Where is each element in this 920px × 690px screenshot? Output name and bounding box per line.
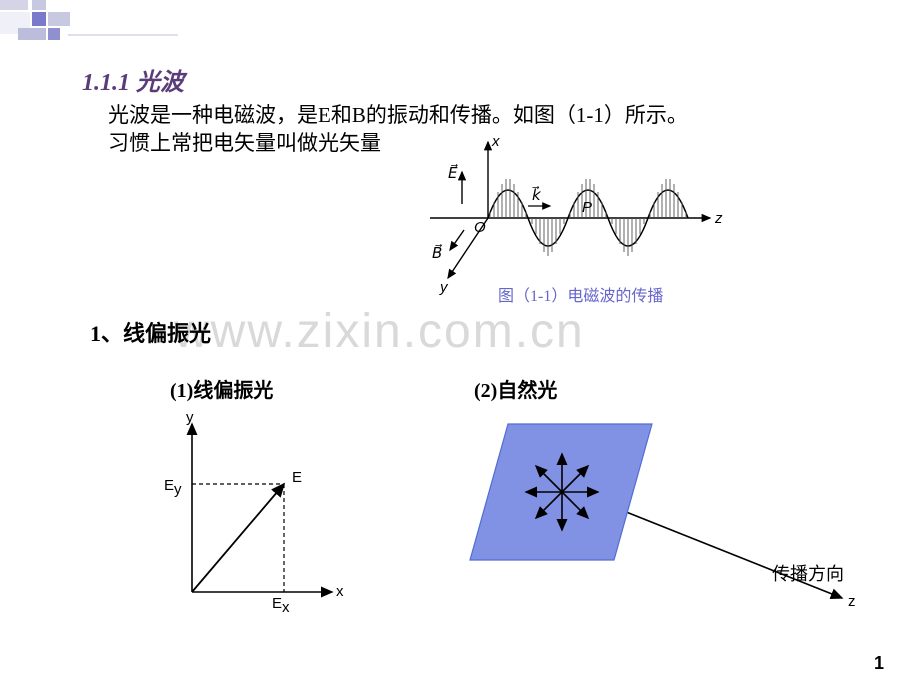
watermark: www.zixin.com.cn — [174, 304, 585, 359]
svg-text:z: z — [714, 210, 723, 227]
svg-text:O: O — [474, 219, 486, 236]
svg-text:P: P — [582, 199, 592, 216]
section-title: 1.1.1 光波 — [82, 62, 184, 97]
propagation-label: 传播方向 — [772, 564, 844, 584]
svg-text:x: x — [491, 133, 500, 150]
svg-text:k⃗: k⃗ — [531, 185, 542, 204]
em-wave-diagram: z x y O E⃗ B⃗ k⃗ P — [410, 132, 725, 300]
z-axis-label: z — [848, 593, 856, 610]
svg-text:y: y — [174, 481, 182, 498]
sublabel-1: (1)线偏振光 — [170, 374, 273, 403]
y-axis-label: y — [186, 412, 194, 426]
linear-polarization-diagram: y x E E y E x — [144, 412, 344, 622]
E-label: E — [292, 469, 302, 486]
sublabel-2: (2)自然光 — [474, 374, 557, 403]
corner-decoration — [0, 0, 180, 45]
subheading-linear-polarized: 1、线偏振光 — [90, 316, 211, 348]
svg-text:x: x — [282, 599, 290, 616]
svg-text:E⃗: E⃗ — [448, 163, 458, 182]
paragraph-line1: 光波是一种电磁波，是E和B的振动和传播。如图（1-1）所示。 — [108, 100, 688, 132]
svg-text:B⃗: B⃗ — [432, 243, 442, 262]
x-axis-label: x — [336, 583, 344, 600]
page-number: 1 — [874, 653, 884, 674]
Ey-label: E — [164, 477, 174, 494]
paragraph-line2: 习惯上常把电矢量叫做光矢量 — [108, 128, 381, 160]
svg-text:y: y — [439, 279, 449, 296]
Ex-label: E — [272, 595, 282, 612]
figure-caption: 图（1-1）电磁波的传播 — [498, 282, 663, 306]
natural-light-diagram: z 传播方向 — [466, 410, 866, 630]
